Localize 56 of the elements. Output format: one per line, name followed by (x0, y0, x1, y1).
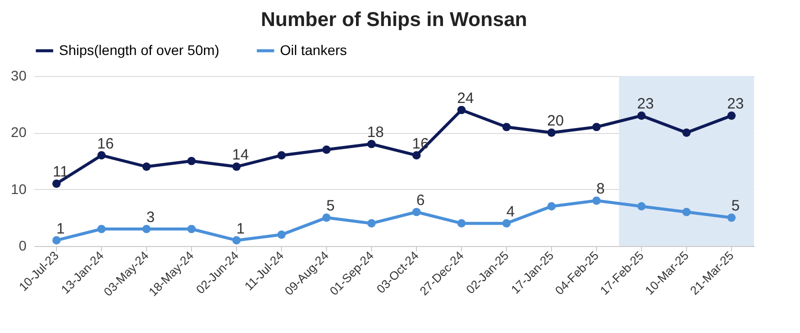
point (502, 122, 511, 132)
data-label: 11 (52, 164, 68, 181)
data-label: 6 (416, 192, 425, 209)
data-label: 14 (232, 146, 249, 164)
point (187, 224, 196, 234)
data-label: 16 (97, 135, 114, 152)
legend-label: Oil tankers (280, 42, 347, 58)
point (727, 213, 736, 222)
point (142, 224, 151, 234)
point (232, 162, 241, 171)
data-label: 24 (457, 90, 474, 107)
point (412, 151, 421, 160)
point (412, 208, 421, 216)
point (727, 111, 736, 120)
y-tick-label: 30 (10, 68, 27, 84)
point (682, 208, 691, 216)
point (592, 122, 601, 132)
y-tick-label: 20 (10, 124, 27, 140)
chart-title: Number of Ships in Wonsan (260, 9, 528, 31)
data-label: 1 (56, 220, 65, 238)
data-label: 23 (637, 96, 654, 113)
data-label: 4 (506, 203, 515, 220)
point (637, 111, 646, 120)
data-label: 3 (146, 209, 155, 226)
point (367, 219, 376, 228)
point (547, 128, 556, 137)
point (52, 236, 61, 245)
data-label: 8 (596, 180, 605, 198)
data-label: 5 (731, 198, 740, 215)
point (592, 196, 601, 205)
data-label: 20 (547, 112, 564, 130)
point (232, 236, 241, 245)
data-label: 18 (367, 124, 384, 141)
legend-label: Ships(length of over 50m) (59, 42, 220, 58)
data-label: 5 (326, 198, 335, 215)
point (322, 213, 331, 222)
point (277, 151, 286, 160)
point (187, 156, 196, 166)
point (97, 151, 106, 160)
data-label: 16 (412, 135, 429, 152)
data-label: 1 (236, 220, 245, 238)
point (322, 145, 331, 154)
point (52, 179, 61, 188)
point (367, 140, 376, 148)
point (142, 162, 151, 171)
point (637, 202, 646, 211)
point (277, 230, 286, 239)
y-tick-label: 0 (18, 238, 27, 254)
point (457, 219, 466, 228)
point (547, 202, 556, 211)
y-tick-label: 10 (10, 180, 27, 197)
point (457, 106, 466, 114)
point (502, 219, 511, 228)
point (682, 128, 691, 137)
data-label: 23 (727, 96, 744, 113)
point (97, 224, 106, 234)
